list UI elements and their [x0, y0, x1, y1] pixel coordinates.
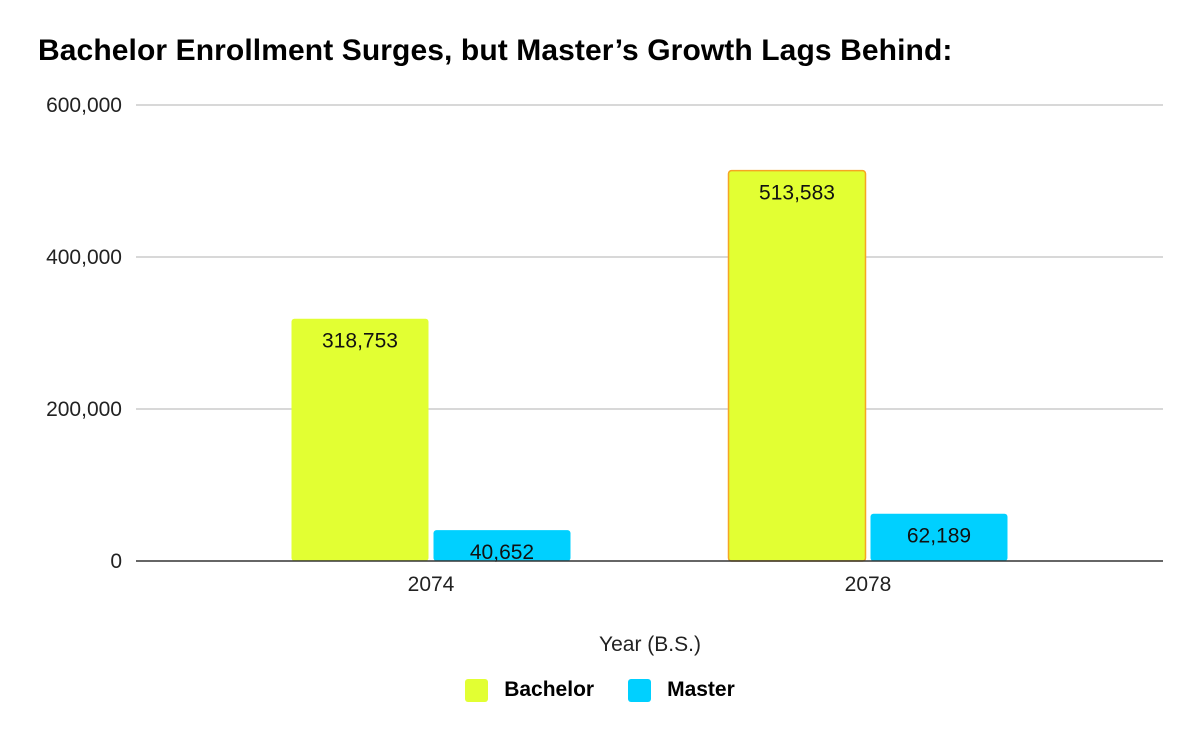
bars: 318,753 513,583 40,652 62,189	[291, 169, 1008, 564]
data-label: 62,189	[907, 525, 971, 548]
legend-label-bachelor: Bachelor	[504, 678, 595, 701]
x-axis-title: Year (B.S.)	[599, 633, 701, 656]
y-tick-label: 200,000	[46, 398, 122, 421]
bar-master-2078[interactable]: 62,189	[870, 513, 1008, 561]
data-label: 40,652	[470, 541, 534, 564]
y-tick-label: 400,000	[46, 246, 122, 269]
chart-title: Bachelor Enrollment Surges, but Master’s…	[38, 34, 953, 67]
x-tick-label: 2078	[845, 573, 892, 596]
bar-rect[interactable]	[870, 513, 1008, 561]
legend: Bachelor Master	[0, 678, 1200, 702]
bar-bachelor-2074[interactable]: 318,753	[291, 318, 429, 561]
y-axis-ticks: 0 200,000 400,000 600,000	[46, 94, 122, 573]
legend-swatch-master	[628, 678, 652, 702]
legend-item-bachelor[interactable]: Bachelor	[465, 678, 594, 702]
legend-item-master[interactable]: Master	[628, 678, 735, 702]
gridlines	[136, 104, 1163, 410]
legend-swatch-bachelor	[465, 678, 489, 702]
bar-bachelor-2078[interactable]: 513,583	[727, 169, 867, 562]
data-label: 513,583	[759, 182, 835, 205]
bar-rect[interactable]	[433, 530, 571, 561]
bar-rect[interactable]	[727, 169, 867, 562]
data-label: 318,753	[322, 330, 398, 353]
x-tick-label: 2074	[408, 573, 455, 596]
legend-label-master: Master	[667, 678, 735, 701]
y-tick-label: 600,000	[46, 94, 122, 117]
bar-master-2074[interactable]: 40,652	[433, 530, 571, 564]
x-axis-ticks: 2074 2078	[408, 573, 892, 596]
y-tick-label: 0	[110, 550, 122, 573]
bar-rect[interactable]	[291, 318, 429, 561]
